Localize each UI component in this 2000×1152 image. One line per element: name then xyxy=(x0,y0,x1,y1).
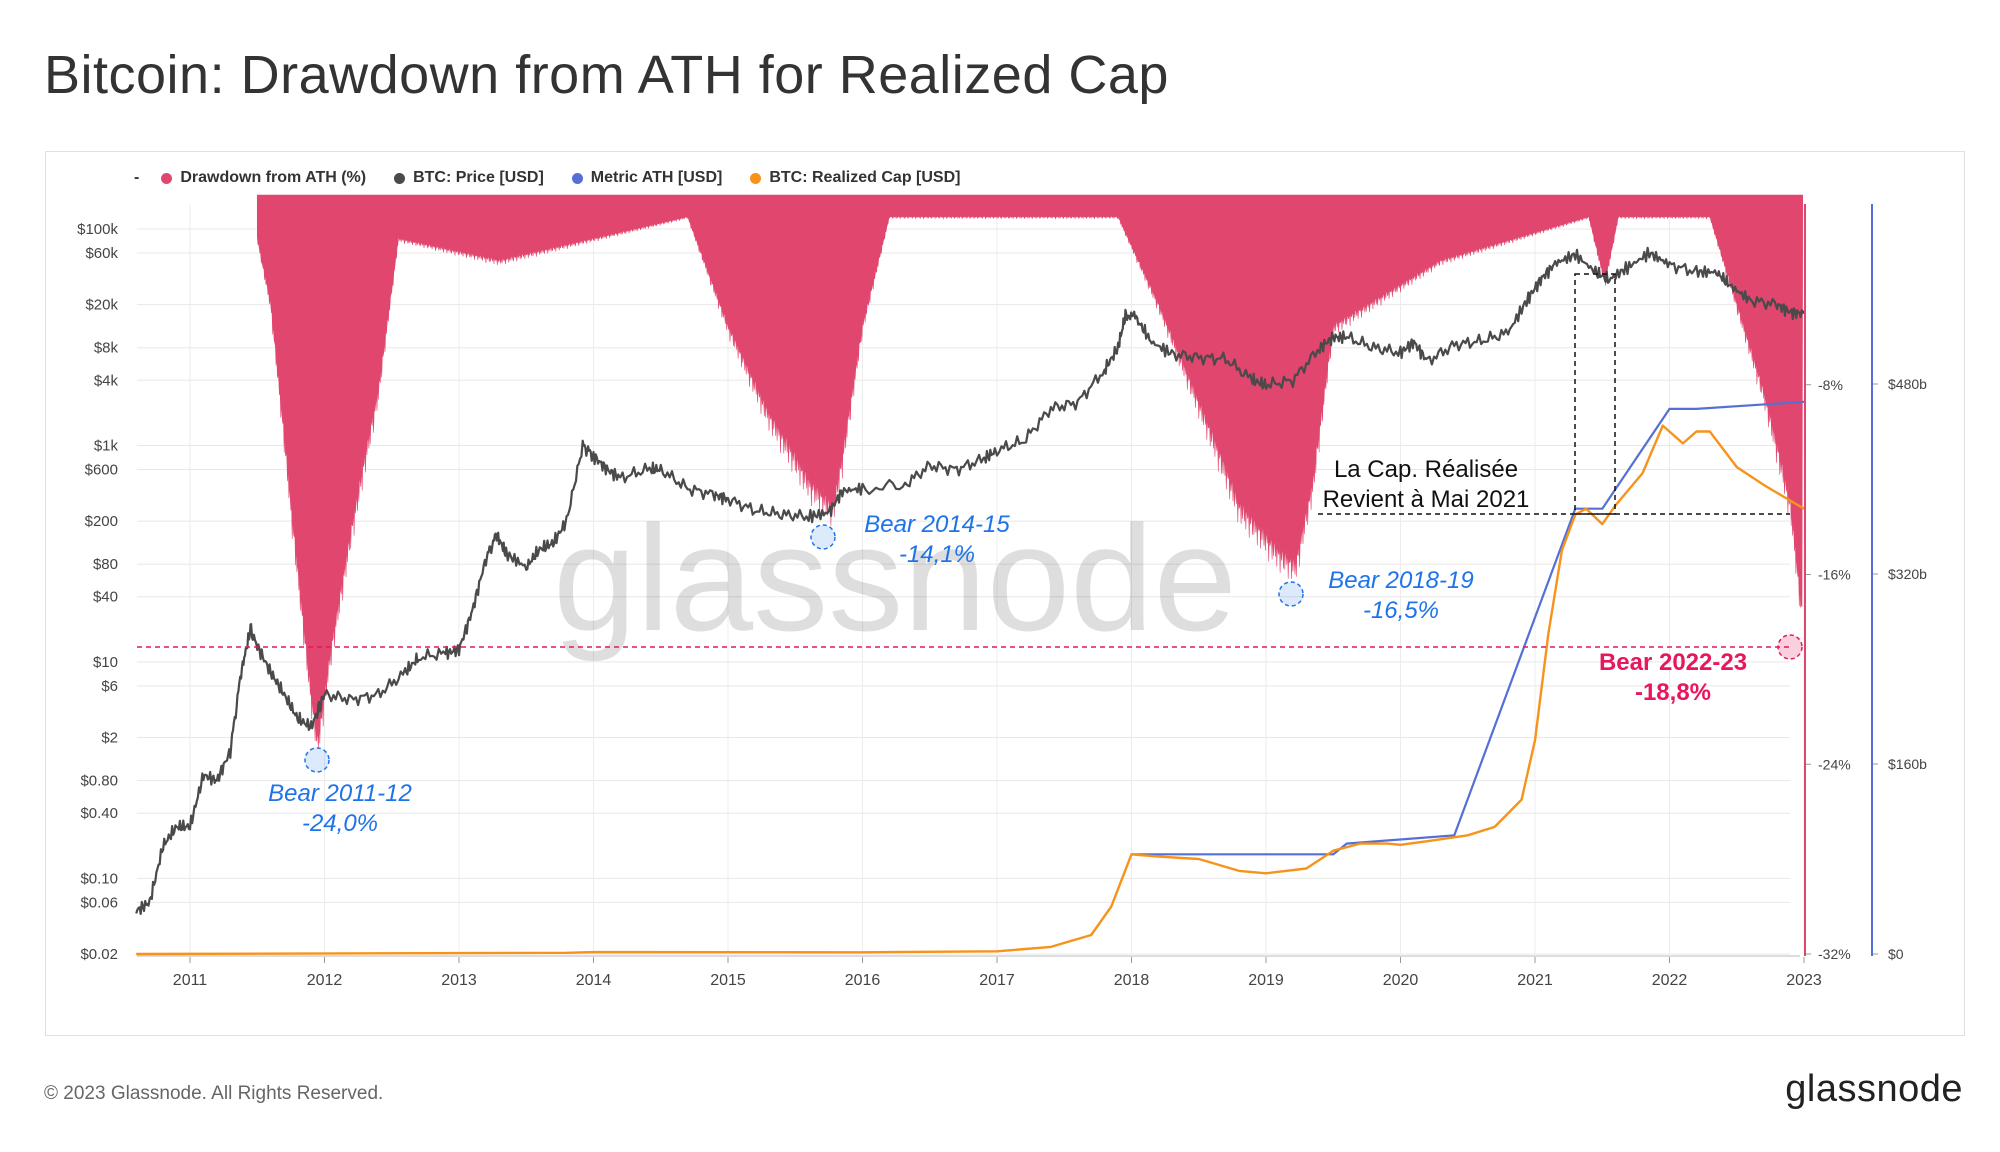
y-left-tick-label: $20k xyxy=(85,297,118,314)
price-line xyxy=(135,246,1805,915)
y-right1-tick-label: -24% xyxy=(1818,756,1851,772)
x-tick-label: 2012 xyxy=(307,972,343,989)
y-left-tick-label: $200 xyxy=(85,513,118,530)
y-left-tick-label: $40 xyxy=(93,589,118,606)
legend-item-realized-cap[interactable]: BTC: Realized Cap [USD] xyxy=(750,169,960,187)
y-left-tick-label: $10 xyxy=(93,654,118,671)
page-title: Bitcoin: Drawdown from ATH for Realized … xyxy=(44,45,1169,105)
y-left-tick-label: $60k xyxy=(85,245,118,262)
bear-value: -14,1% xyxy=(899,541,975,568)
brand-logo[interactable]: glassnode xyxy=(1785,1068,1963,1110)
bear-marker-icon xyxy=(1777,634,1803,660)
y-right1-tick-label: -8% xyxy=(1818,377,1843,393)
x-tick-label: 2020 xyxy=(1383,972,1419,989)
y-left-tick-label: $4k xyxy=(94,372,119,389)
y-left-tick-label: $100k xyxy=(77,221,118,238)
x-tick-label: 2022 xyxy=(1652,972,1688,989)
y-right1-tick-label: -32% xyxy=(1818,946,1851,962)
legend-dot-icon xyxy=(161,172,173,184)
x-tick-label: 2016 xyxy=(845,972,881,989)
legend-dash[interactable]: - xyxy=(134,169,140,186)
x-tick-label: 2014 xyxy=(576,972,612,989)
chart-frame xyxy=(45,151,1965,1036)
annotation-line1: La Cap. Réalisée xyxy=(1334,456,1518,483)
x-tick-label: 2011 xyxy=(173,972,208,989)
x-tick-label: 2017 xyxy=(979,972,1015,989)
bear-label: Bear 2014-15 xyxy=(864,511,1010,538)
y-left-tick-label: $80 xyxy=(93,556,118,573)
x-tick-label: 2021 xyxy=(1517,972,1553,989)
y-right1-tick-label: -16% xyxy=(1818,567,1851,583)
y-left-tick-label: $0.10 xyxy=(80,870,118,887)
y-right2-tick-label: $480b xyxy=(1888,376,1927,392)
legend-item-drawdown[interactable]: Drawdown from ATH (%) xyxy=(161,169,366,187)
axes: $100k $60k $20k $8k $4k $1k $600 $200 $80 $40 $10 $… xyxy=(77,204,1927,989)
legend-label: BTC: Price [USD] xyxy=(413,169,544,186)
annotations: Bear 2011-12 -24,0% Bear 2014-15 -14,1% Bear… xyxy=(137,273,1803,837)
realized-cap-line xyxy=(136,424,1805,956)
y-right2-tick-label: $320b xyxy=(1888,566,1927,582)
y-left-tick-label: $0.06 xyxy=(80,894,118,911)
legend-item-metric-ath[interactable]: Metric ATH [USD] xyxy=(571,169,723,187)
legend-label: Metric ATH [USD] xyxy=(590,169,723,186)
legend-label: BTC: Realized Cap [USD] xyxy=(769,169,961,186)
y-left-tick-label: $6 xyxy=(101,678,118,695)
bear-marker-icon xyxy=(304,747,330,773)
y-left-tick-label: $0.02 xyxy=(80,946,118,963)
copyright: © 2023 Glassnode. All Rights Reserved. xyxy=(44,1083,384,1104)
y-left-tick-label: $2 xyxy=(101,730,118,747)
x-tick-label: 2023 xyxy=(1786,972,1822,989)
bear-value: -24,0% xyxy=(302,810,378,837)
x-tick-label: 2018 xyxy=(1114,972,1150,989)
bear-label: Bear 2022-23 xyxy=(1599,649,1747,676)
legend-label: Drawdown from ATH (%) xyxy=(180,169,367,186)
legend-dot-icon xyxy=(750,172,762,184)
bear-value: -18,8% xyxy=(1635,679,1711,706)
y-right2-tick-label: $160b xyxy=(1888,756,1927,772)
y-left-tick-label: $600 xyxy=(85,461,118,478)
y-right2-tick-label: $0 xyxy=(1888,946,1904,962)
annotation-dashed-box xyxy=(1574,273,1616,515)
drawdown-area xyxy=(256,194,1804,749)
legend-dot-icon xyxy=(394,172,406,184)
legend: - Drawdown from ATH (%) BTC: Price [USD]… xyxy=(134,166,960,190)
bear-marker-icon xyxy=(1278,581,1304,607)
drawdown-series xyxy=(256,194,1804,749)
y-left-tick-label: $0.80 xyxy=(80,773,118,790)
y-left-tick-label: $8k xyxy=(94,340,119,357)
watermark: glassnode xyxy=(553,494,1237,662)
x-tick-label: 2013 xyxy=(441,972,477,989)
y-left-tick-label: $1k xyxy=(94,437,119,454)
bear-label: Bear 2018-19 xyxy=(1328,567,1473,594)
x-tick-label: 2019 xyxy=(1248,972,1284,989)
annotation-line2: Revient à Mai 2021 xyxy=(1323,486,1530,513)
bear-value: -16,5% xyxy=(1363,597,1439,624)
legend-dot-icon xyxy=(571,172,583,184)
bear-marker-icon xyxy=(810,524,836,550)
y-left-tick-label: $0.40 xyxy=(80,805,118,822)
legend-item-price[interactable]: BTC: Price [USD] xyxy=(394,169,544,187)
x-tick-label: 2015 xyxy=(710,972,746,989)
bear-label: Bear 2011-12 xyxy=(268,780,412,807)
